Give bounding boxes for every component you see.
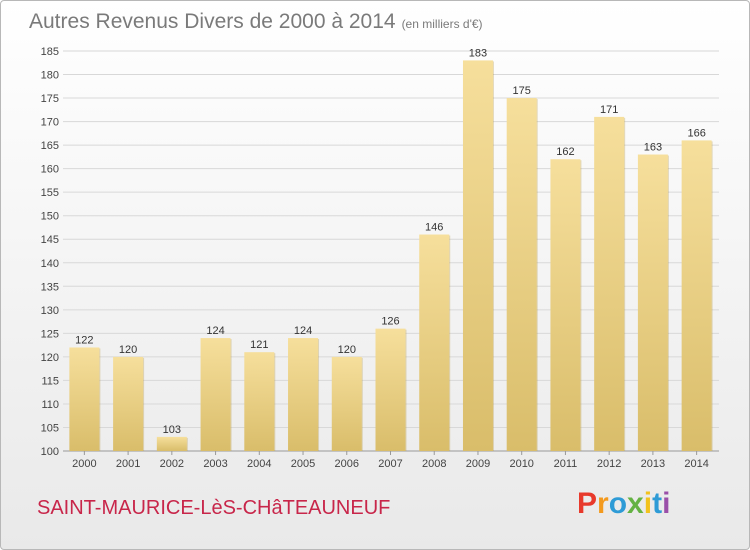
data-label: 175: [513, 85, 531, 97]
x-tick-label: 2009: [466, 458, 490, 470]
bars: [69, 60, 713, 452]
x-tick-label: 2010: [509, 458, 533, 470]
bar: [637, 154, 668, 451]
proxiti-logo: Proxiti: [577, 487, 670, 521]
data-label: 124: [294, 325, 312, 337]
data-label: 120: [338, 344, 356, 356]
bar: [419, 234, 450, 451]
data-label: 163: [644, 142, 662, 154]
x-tick-label: 2014: [684, 458, 708, 470]
chart-title-unit: (en milliers d'€): [401, 17, 483, 31]
y-tick-label: 140: [41, 258, 59, 270]
data-label: 122: [75, 334, 93, 346]
bar: [462, 60, 493, 451]
y-tick-label: 155: [41, 187, 59, 199]
data-label: 166: [687, 127, 705, 139]
x-tick-label: 2003: [203, 458, 227, 470]
bar: [681, 140, 712, 452]
x-axis-ticks: 2000 2001 2002 2003 2004 2005 2006 2007 2008 2009…: [72, 451, 709, 470]
logo-letter: o: [608, 487, 628, 520]
logo-letter: r: [597, 487, 609, 520]
bar: [550, 159, 581, 451]
chart-title: Autres Revenus Divers de 2000 à 2014 (en …: [29, 10, 483, 34]
bar: [69, 347, 100, 451]
logo-letter: i: [662, 487, 671, 520]
data-label: 120: [119, 344, 137, 356]
data-label: 103: [163, 424, 181, 436]
y-tick-label: 160: [41, 164, 59, 176]
bar: [288, 338, 319, 451]
x-tick-label: 2013: [641, 458, 665, 470]
logo-letter: x: [627, 487, 644, 520]
y-tick-label: 145: [41, 234, 59, 246]
x-tick-label: 2005: [291, 458, 315, 470]
x-tick-label: 2004: [247, 458, 271, 470]
data-label: 146: [425, 222, 443, 234]
logo-letter: i: [643, 487, 653, 520]
x-tick-label: 2002: [160, 458, 184, 470]
y-tick-label: 175: [41, 93, 59, 105]
data-labels: 122 120 103 124 121 124 120 126 146 183 175 162 171 1…: [75, 47, 706, 435]
x-tick-label: 2001: [116, 458, 140, 470]
y-tick-label: 170: [41, 117, 59, 129]
x-tick-label: 2007: [378, 458, 402, 470]
y-tick-label: 135: [41, 281, 59, 293]
logo-letter: P: [577, 487, 598, 520]
bar: [113, 356, 144, 451]
y-axis-ticks: 100 105 110 115 120 125 130 135 140 145 150 155 160 1…: [41, 46, 59, 458]
data-label: 124: [206, 325, 224, 337]
location-name: SAINT-MAURICE-LèS-CHâTEAUNEUF: [37, 497, 391, 519]
bar: [375, 328, 406, 451]
bar: [200, 338, 231, 451]
data-label: 121: [250, 339, 268, 351]
bar: [594, 116, 625, 451]
y-tick-label: 130: [41, 305, 59, 317]
x-tick-label: 2006: [335, 458, 359, 470]
bar: [244, 352, 275, 451]
y-tick-label: 125: [41, 328, 59, 340]
y-tick-label: 185: [41, 46, 59, 58]
bar: [156, 436, 187, 451]
y-tick-label: 100: [41, 446, 59, 458]
y-tick-label: 180: [41, 70, 59, 82]
bar: [331, 356, 362, 451]
y-tick-label: 115: [41, 375, 59, 387]
y-tick-label: 150: [41, 211, 59, 223]
data-label: 162: [556, 146, 574, 158]
y-tick-label: 110: [41, 399, 59, 411]
logo-letter: t: [652, 487, 663, 520]
x-tick-label: 2012: [597, 458, 621, 470]
x-tick-label: 2000: [72, 458, 96, 470]
y-tick-label: 120: [41, 352, 59, 364]
x-tick-label: 2011: [554, 458, 578, 470]
chart-title-main: Autres Revenus Divers de 2000 à 2014: [29, 10, 396, 33]
data-label: 171: [600, 104, 618, 116]
data-label: 126: [381, 316, 399, 328]
y-tick-label: 105: [41, 422, 59, 434]
data-label: 183: [469, 47, 487, 59]
x-tick-label: 2008: [422, 458, 446, 470]
bar: [506, 98, 537, 451]
y-tick-label: 165: [41, 140, 59, 152]
